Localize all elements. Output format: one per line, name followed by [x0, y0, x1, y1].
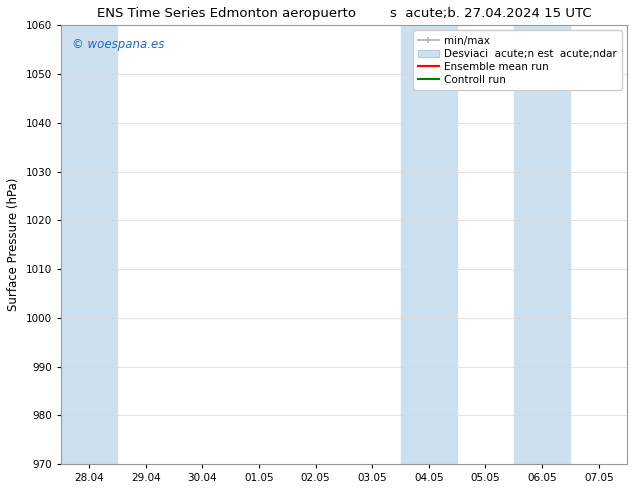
Bar	[61, 25, 117, 464]
Title: ENS Time Series Edmonton aeropuerto        s  acute;b. 27.04.2024 15 UTC: ENS Time Series Edmonton aeropuerto s ac…	[96, 7, 592, 20]
Text: © woespana.es: © woespana.es	[72, 38, 164, 51]
Legend: min/max, Desviaci  acute;n est  acute;ndar, Ensemble mean run, Controll run: min/max, Desviaci acute;n est acute;ndar…	[413, 30, 622, 90]
Bar	[514, 25, 571, 464]
Bar	[401, 25, 457, 464]
Y-axis label: Surface Pressure (hPa): Surface Pressure (hPa)	[7, 178, 20, 311]
